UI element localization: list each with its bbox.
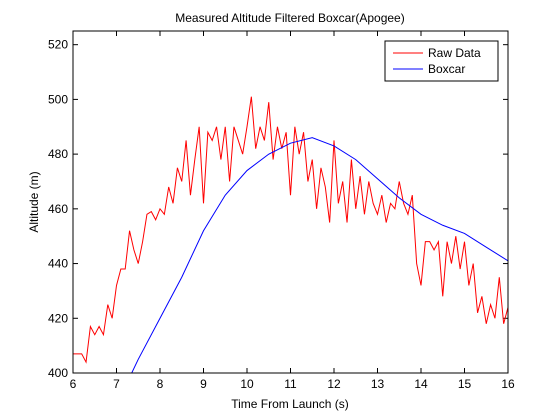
data-line	[73, 96, 508, 364]
x-tick-label: 16	[501, 377, 515, 391]
x-tick-label: 9	[200, 377, 207, 391]
y-tick-label: 520	[48, 38, 68, 52]
y-tick-label: 440	[48, 257, 68, 271]
plot-area	[73, 31, 508, 373]
x-tick-label: 7	[113, 377, 120, 391]
y-tick-label: 400	[48, 366, 68, 380]
legend-box	[384, 40, 499, 82]
y-tick-label: 420	[48, 311, 68, 325]
axes-box	[72, 30, 509, 374]
x-tick-label: 13	[371, 377, 385, 391]
x-tick-label: 10	[240, 377, 254, 391]
legend-label: Raw Data	[428, 46, 481, 60]
x-tick-label: 8	[157, 377, 164, 391]
data-line	[131, 137, 508, 373]
chart-title: Measured Altitude Filtered Boxcar(Apogee…	[175, 11, 404, 25]
x-tick-label: 6	[70, 377, 77, 391]
y-tick-label: 460	[48, 202, 68, 216]
legend-label: Boxcar	[428, 62, 465, 76]
x-tick-label: 15	[458, 377, 472, 391]
x-tick-label: 14	[414, 377, 428, 391]
x-tick-label: 12	[327, 377, 341, 391]
y-tick-label: 480	[48, 147, 68, 161]
x-axis-label: Time From Launch (s)	[231, 397, 349, 411]
y-axis-label: Altitude (m)	[27, 171, 41, 232]
plot-lines	[73, 96, 508, 373]
x-tick-label: 11	[284, 377, 297, 391]
y-tick-label: 500	[48, 92, 68, 106]
